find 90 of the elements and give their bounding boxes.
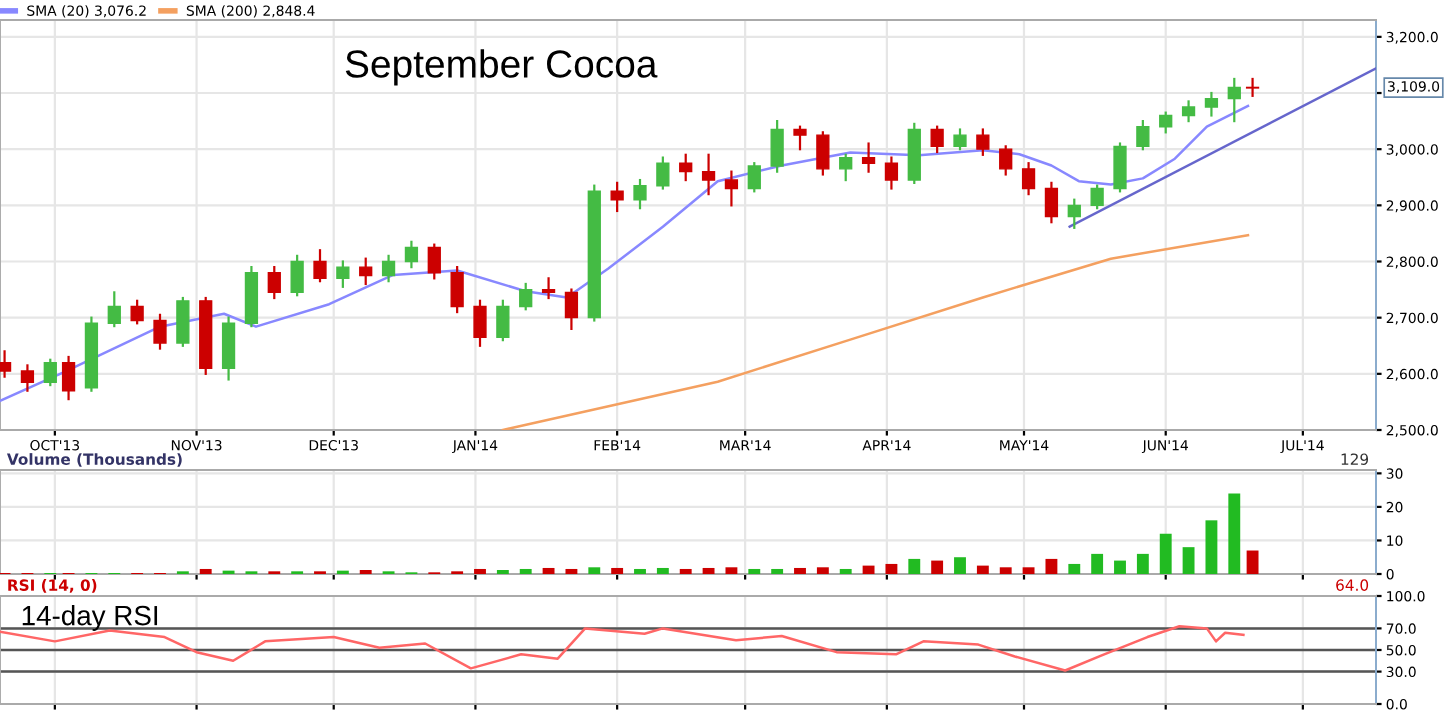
candlestick — [107, 291, 121, 328]
bar — [702, 567, 715, 574]
candlestick — [381, 254, 396, 283]
candlestick — [290, 254, 304, 297]
candlestick — [976, 128, 990, 156]
line-series — [501, 233, 1250, 430]
candlestick — [999, 145, 1013, 176]
candlestick — [564, 288, 579, 331]
bar — [634, 568, 646, 574]
candlestick — [221, 316, 236, 381]
bar — [999, 567, 1012, 574]
bar — [474, 568, 486, 574]
bar — [908, 558, 921, 574]
candlestick — [427, 243, 441, 280]
candlestick — [770, 119, 784, 173]
bar — [679, 568, 692, 574]
bar — [1159, 533, 1172, 574]
bar — [1068, 563, 1081, 574]
bar — [1045, 558, 1058, 574]
annotation: 14-day RSI — [22, 605, 158, 631]
bar — [199, 568, 212, 574]
candlestick — [1227, 77, 1241, 123]
candlestick — [930, 125, 944, 154]
candlestick — [1090, 184, 1104, 210]
bar — [1246, 550, 1259, 574]
candlestick — [61, 355, 76, 401]
line-series — [0, 104, 1250, 403]
candlestick — [816, 131, 830, 176]
bar — [1205, 520, 1218, 574]
candlestick — [1204, 91, 1219, 117]
candlestick — [1136, 119, 1150, 151]
candlestick — [1113, 142, 1127, 193]
candlestick — [839, 153, 853, 182]
candlestick — [724, 170, 739, 207]
bar — [976, 565, 989, 574]
bar — [588, 567, 601, 574]
candlestick — [473, 299, 487, 347]
bar — [1136, 553, 1149, 574]
candlestick — [20, 364, 35, 392]
bar — [725, 567, 738, 574]
candlestick — [267, 266, 281, 300]
candlestick — [450, 266, 464, 314]
candlestick — [404, 240, 419, 269]
bar — [931, 560, 944, 574]
bar — [519, 568, 532, 574]
bar — [656, 567, 669, 574]
bar — [748, 568, 761, 574]
candlestick — [1159, 111, 1173, 134]
candlestick — [519, 282, 533, 311]
bar — [816, 567, 829, 574]
candlestick — [313, 249, 327, 283]
bar — [1228, 493, 1241, 574]
candlestick — [1044, 181, 1059, 224]
candlestick — [1021, 162, 1036, 196]
candlestick — [1067, 198, 1081, 229]
candlestick — [633, 178, 647, 210]
candlestick — [747, 162, 761, 193]
bar — [611, 567, 624, 574]
bar — [565, 568, 578, 574]
candlestick — [0, 350, 12, 378]
candlestick — [176, 296, 190, 347]
bar — [1182, 547, 1195, 574]
candlestick — [953, 128, 967, 151]
candlestick — [656, 156, 670, 190]
bar — [954, 557, 966, 574]
bar — [1114, 560, 1126, 574]
bar — [1022, 567, 1035, 574]
candlestick — [679, 153, 693, 182]
candlestick — [43, 358, 57, 387]
candlestick — [610, 181, 624, 213]
candlestick — [359, 257, 373, 286]
bar — [794, 567, 806, 574]
candlestick — [541, 277, 556, 300]
bar — [862, 565, 875, 574]
bar — [542, 567, 555, 574]
candlestick — [1245, 77, 1260, 97]
candlestick — [701, 153, 716, 196]
bar — [1091, 553, 1104, 574]
candlestick — [153, 313, 167, 350]
bar — [839, 568, 852, 574]
text: September Cocoa — [345, 49, 658, 86]
candlestick — [861, 142, 876, 173]
candlestick — [130, 299, 144, 325]
candlestick — [336, 260, 350, 288]
candlestick — [884, 156, 899, 190]
candlestick — [1181, 100, 1196, 123]
bar — [771, 568, 784, 574]
bar — [885, 563, 898, 574]
candlestick — [496, 299, 510, 342]
candlestick — [793, 125, 807, 151]
